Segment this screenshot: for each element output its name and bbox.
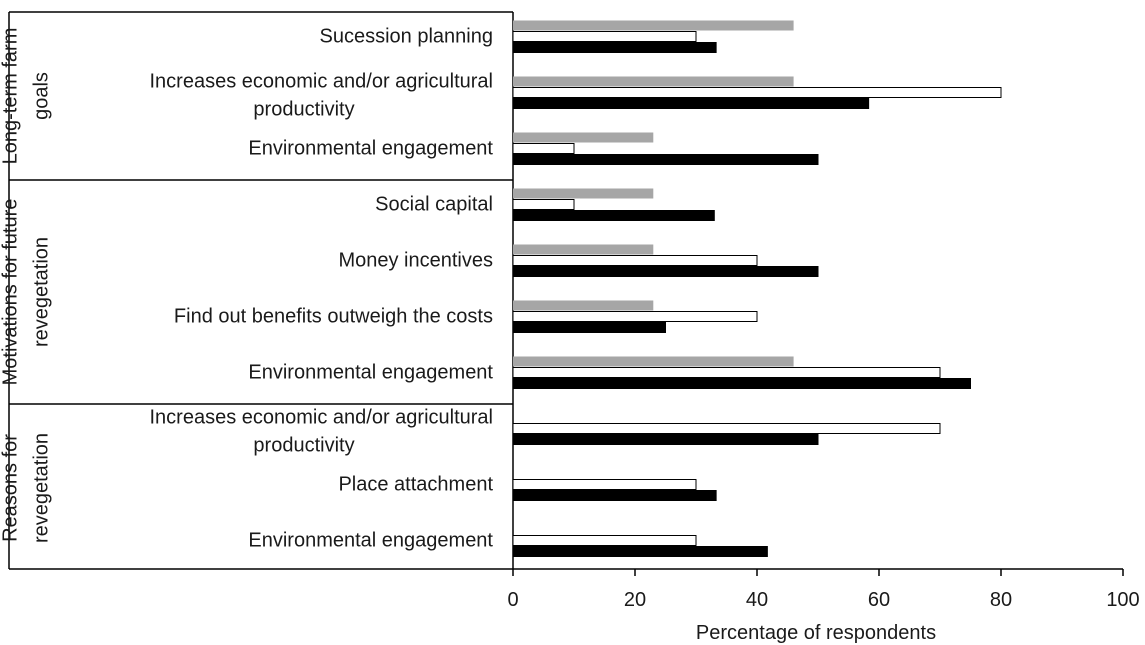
group-label: Motivations for future [0, 199, 22, 386]
x-ticks-layer: 0 20 40 60 80 100 [507, 569, 1140, 611]
bar-white [512, 535, 697, 546]
group-label: Reasons for [0, 434, 22, 542]
bar-black [512, 490, 717, 501]
bar-black [512, 546, 768, 557]
category-label: Environmental engagement [248, 362, 493, 384]
bar-white [512, 479, 697, 490]
bar-gray [513, 188, 654, 199]
bar-gray [513, 356, 794, 367]
group-layer: Long-term farm goals Motivations for futur… [0, 28, 513, 543]
bar-white [512, 423, 941, 434]
bar-black [512, 98, 870, 109]
bar-white [512, 199, 575, 210]
group-label: Long-term farm [0, 28, 22, 165]
bar-black [512, 434, 819, 445]
category-label: Money incentives [338, 250, 493, 272]
bar-black [512, 210, 715, 221]
bar-black [512, 378, 971, 389]
bar-gray [513, 132, 654, 143]
category-label-layer: Sucession planning Increases economic and… [149, 26, 493, 552]
group-label: revegetation [31, 433, 53, 543]
bars-layer [512, 20, 1002, 557]
bar-black [512, 154, 819, 165]
bar-white [512, 31, 697, 42]
bar-gray [513, 244, 654, 255]
bar-black [512, 42, 717, 53]
bar-white [512, 255, 758, 266]
bar-gray [513, 300, 654, 311]
group-label: revegetation [31, 237, 53, 347]
category-label: productivity [253, 99, 354, 121]
x-axis-title: Percentage of respondents [696, 622, 936, 644]
x-tick-label: 40 [746, 589, 768, 611]
bar-white [512, 311, 758, 322]
x-tick-label: 80 [990, 589, 1012, 611]
bar-white [512, 87, 1002, 98]
category-label: Sucession planning [320, 26, 493, 48]
category-label: Find out benefits outweigh the costs [174, 306, 493, 328]
x-tick-label: 0 [507, 589, 518, 611]
x-tick-label: 60 [868, 589, 890, 611]
category-label: Increases economic and/or agricultural [149, 407, 493, 429]
category-label: Environmental engagement [248, 530, 493, 552]
bar-white [512, 143, 575, 154]
category-label: productivity [253, 435, 354, 457]
category-label: Place attachment [338, 474, 493, 496]
bar-black [512, 266, 819, 277]
bar-gray [513, 20, 794, 31]
category-label: Social capital [375, 194, 493, 216]
x-tick-label: 20 [624, 589, 646, 611]
bar-gray [513, 76, 794, 87]
group-label: goals [31, 72, 53, 120]
x-tick-label: 100 [1106, 589, 1139, 611]
bar-white [512, 367, 941, 378]
bar-black [512, 322, 666, 333]
category-label: Increases economic and/or agricultural [149, 71, 493, 93]
category-label: Environmental engagement [248, 138, 493, 160]
